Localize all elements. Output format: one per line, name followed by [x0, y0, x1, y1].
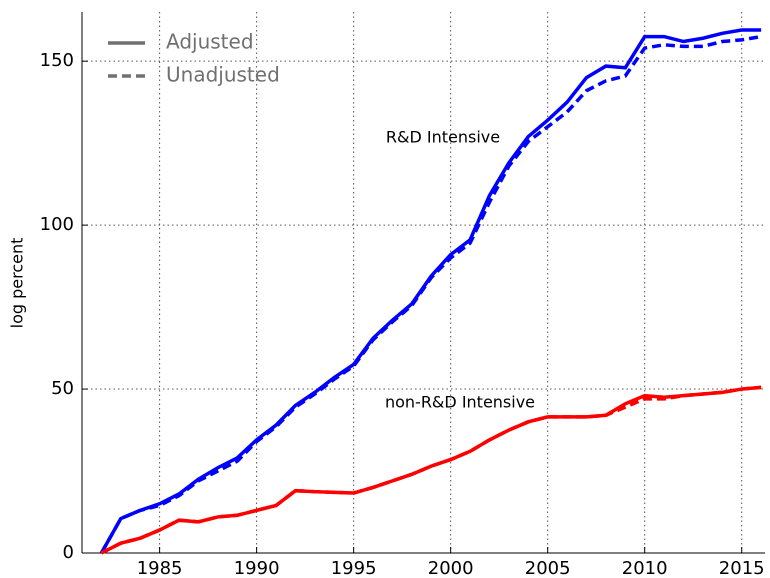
x-tick-label: 1995: [331, 558, 377, 578]
series-annotation: R&D Intensive: [386, 128, 500, 147]
series-line: [99, 34, 762, 554]
series-line: [100, 385, 762, 555]
x-tick-label: 1990: [234, 558, 280, 578]
x-tick-label: 2015: [719, 558, 765, 578]
series-annotation: non-R&D Intensive: [385, 393, 535, 412]
x-tick-label: 2010: [622, 558, 668, 578]
series-line: [99, 28, 762, 554]
y-tick-label: 50: [51, 378, 74, 399]
y-tick-label: 150: [40, 50, 74, 71]
x-tick-label: 1985: [137, 558, 183, 578]
series-line: [100, 385, 762, 555]
y-axis-label: log percent: [8, 238, 27, 329]
legend-label: Unadjusted: [166, 63, 280, 87]
legend-label: Adjusted: [166, 30, 254, 54]
x-tick-label: 2000: [428, 558, 474, 578]
y-tick-label: 100: [40, 214, 74, 235]
y-tick-label: 0: [63, 542, 74, 563]
x-tick-label: 2005: [525, 558, 571, 578]
